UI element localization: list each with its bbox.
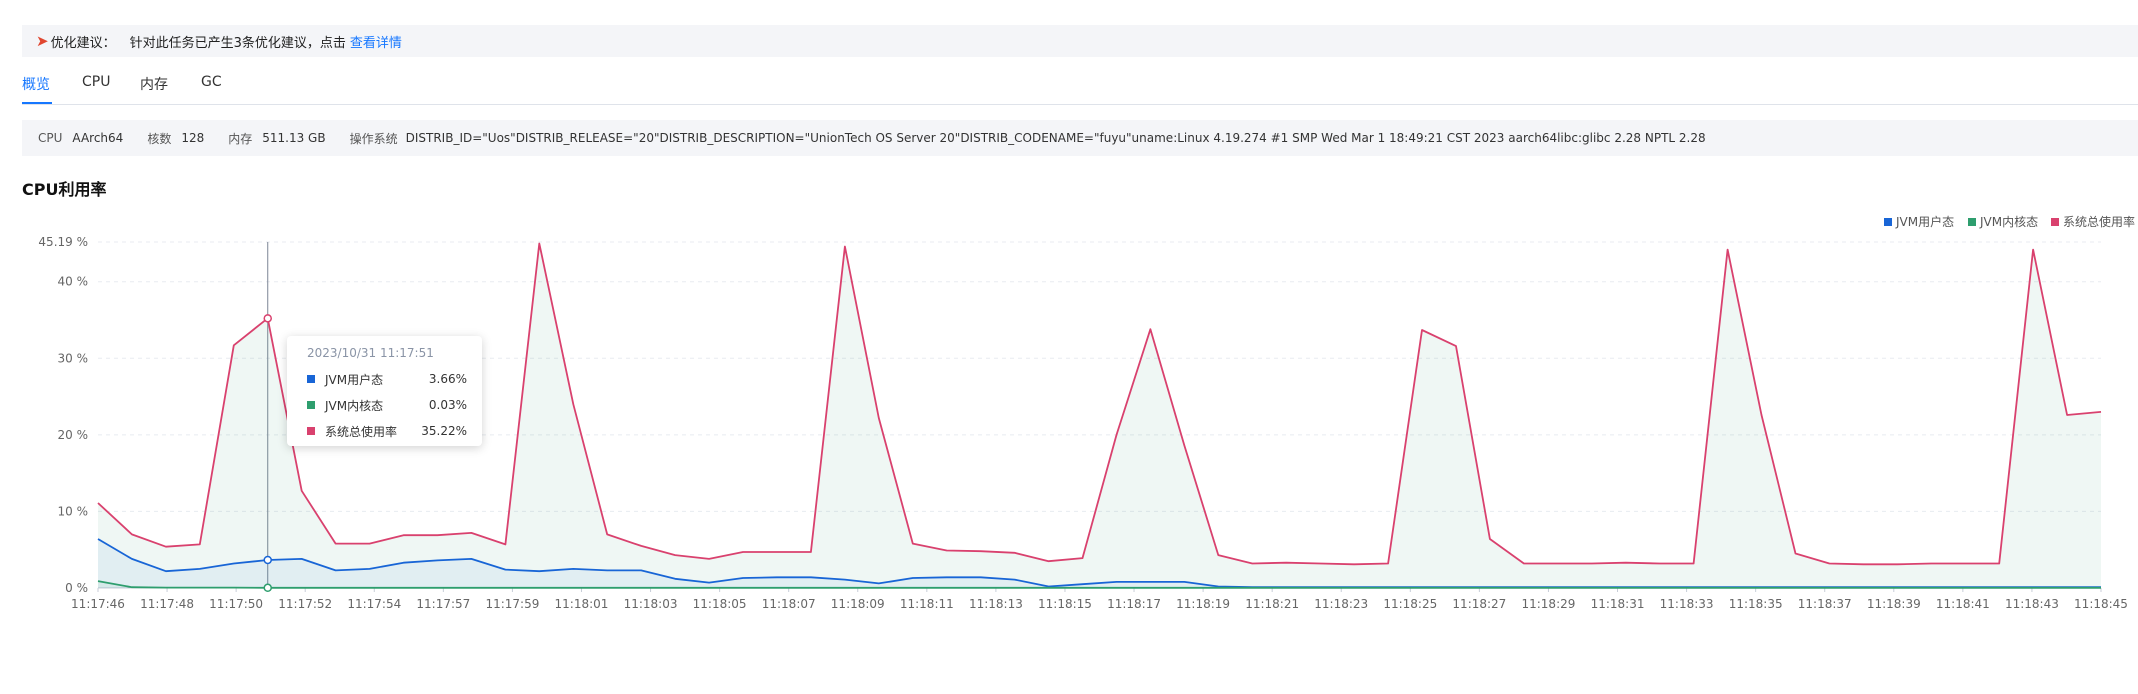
chart-tooltip: 2023/10/31 11:17:51 JVM用户态 3.66% JVM内核态 …	[287, 336, 482, 446]
memory-label: 内存	[228, 131, 253, 146]
legend-item-jvm-kernel[interactable]: JVM内核态	[1968, 213, 2038, 230]
os-label: 操作系统	[349, 131, 398, 146]
series-jvm-user-point	[263, 555, 272, 565]
legend-item-jvm-user[interactable]: JVM用户态	[1884, 213, 1954, 230]
tooltip-row: JVM用户态 3.66%	[307, 370, 467, 388]
x-tick-label: 11:18:21	[1245, 597, 1299, 611]
series-system-total-area	[98, 243, 2101, 588]
tooltip-swatch	[307, 375, 315, 383]
optimization-notice: ➤ 优化建议： 针对此任务已产生3条优化建议，点击 查看详情	[22, 25, 2138, 57]
x-tick-label: 11:18:41	[1936, 597, 1990, 611]
notice-lead: 优化建议：	[50, 35, 116, 51]
x-tick-label: 11:18:33	[1660, 597, 1714, 611]
x-tick-label: 11:17:59	[485, 597, 539, 611]
x-tick-label: 11:18:01	[555, 597, 609, 611]
tab-overview[interactable]: 概览	[22, 77, 50, 93]
tab-bar: 概览 CPU 内存 GC	[22, 62, 2138, 105]
legend-swatch	[1884, 217, 1892, 226]
section-title: CPU利用率	[22, 180, 107, 199]
legend-label: JVM用户态	[1896, 215, 1955, 229]
y-tick-label: 40 %	[58, 275, 89, 289]
series-jvm-user-area	[98, 539, 2101, 588]
y-tick-label: 20 %	[58, 428, 89, 442]
cpu-value: AArch64	[72, 131, 124, 145]
x-tick-label: 11:18:27	[1452, 597, 1506, 611]
series-system-total-point	[263, 314, 272, 323]
tab-active-indicator	[22, 102, 52, 104]
tooltip-row: JVM内核态 0.03%	[307, 396, 467, 414]
x-tick-label: 11:17:52	[278, 597, 332, 611]
legend-item-system-total[interactable]: 系统总使用率	[2051, 213, 2135, 230]
x-tick-label: 11:18:35	[1729, 597, 1783, 611]
y-tick-label: 10 %	[58, 504, 89, 518]
legend-swatch	[2051, 217, 2059, 226]
x-tick-label: 11:17:48	[140, 597, 194, 611]
tab-cpu[interactable]: CPU	[82, 74, 111, 90]
legend-label: 系统总使用率	[2063, 215, 2136, 229]
y-tick-label: 0 %	[65, 581, 88, 595]
x-tick-label: 11:18:07	[762, 597, 816, 611]
x-tick-label: 11:18:25	[1383, 597, 1437, 611]
system-info-bar: CPU AArch64 核数 128 内存 511.13 GB 操作系统 DIS…	[22, 120, 2138, 156]
legend-label: JVM内核态	[1980, 215, 2039, 229]
cores-value: 128	[181, 131, 205, 145]
x-tick-label: 11:18:23	[1314, 597, 1368, 611]
x-tick-label: 11:18:09	[831, 597, 885, 611]
series-system-total-line	[97, 242, 2102, 566]
x-tick-label: 11:18:39	[1867, 597, 1921, 611]
x-tick-label: 11:17:57	[416, 597, 470, 611]
x-tick-label: 11:18:45	[2074, 597, 2128, 611]
cpu-label: CPU	[38, 131, 63, 145]
x-tick-label: 11:18:19	[1176, 597, 1230, 611]
x-tick-label: 11:18:13	[969, 597, 1023, 611]
series-jvm-kernel-line	[97, 580, 2101, 589]
x-tick-label: 11:18:37	[1798, 597, 1852, 611]
notice-message: 针对此任务已产生3条优化建议，点击	[129, 35, 346, 51]
tooltip-series-name: JVM内核态	[325, 398, 384, 413]
legend-swatch	[1968, 217, 1976, 226]
tooltip-series-name: 系统总使用率	[325, 424, 398, 439]
view-details-link[interactable]: 查看详情	[349, 35, 402, 51]
os-value: DISTRIB_ID="Uos"DISTRIB_RELEASE="20"DIST…	[405, 131, 1706, 145]
tooltip-time: 2023/10/31 11:17:51	[307, 346, 434, 360]
tooltip-series-value: 35.22%	[421, 424, 467, 438]
x-tick-label: 11:18:29	[1521, 597, 1575, 611]
x-tick-label: 11:18:15	[1038, 597, 1092, 611]
tooltip-series-value: 3.66%	[428, 372, 467, 386]
cores-label: 核数	[147, 131, 172, 146]
x-tick-label: 11:18:11	[900, 597, 954, 611]
tooltip-swatch	[307, 427, 315, 435]
x-tick-label: 11:17:54	[347, 597, 401, 611]
x-tick-label: 11:18:05	[693, 597, 747, 611]
x-tick-label: 11:18:03	[624, 597, 678, 611]
tab-gc[interactable]: GC	[201, 74, 222, 90]
x-tick-label: 11:18:31	[1591, 597, 1645, 611]
tooltip-swatch	[307, 401, 315, 409]
x-tick-label: 11:18:43	[2005, 597, 2059, 611]
tooltip-row: 系统总使用率 35.22%	[307, 422, 467, 440]
tab-memory[interactable]: 内存	[140, 77, 168, 93]
y-tick-label: 45.19 %	[38, 235, 88, 249]
x-tick-label: 11:17:46	[71, 597, 125, 611]
y-tick-label: 30 %	[58, 351, 89, 365]
x-tick-label: 11:18:17	[1107, 597, 1161, 611]
series-jvm-kernel-point	[263, 583, 272, 593]
x-tick-label: 11:17:50	[209, 597, 263, 611]
memory-value: 511.13 GB	[262, 131, 326, 145]
rocket-icon: ➤	[36, 32, 49, 50]
tooltip-series-value: 0.03%	[428, 398, 467, 412]
tooltip-series-name: JVM用户态	[325, 372, 384, 387]
